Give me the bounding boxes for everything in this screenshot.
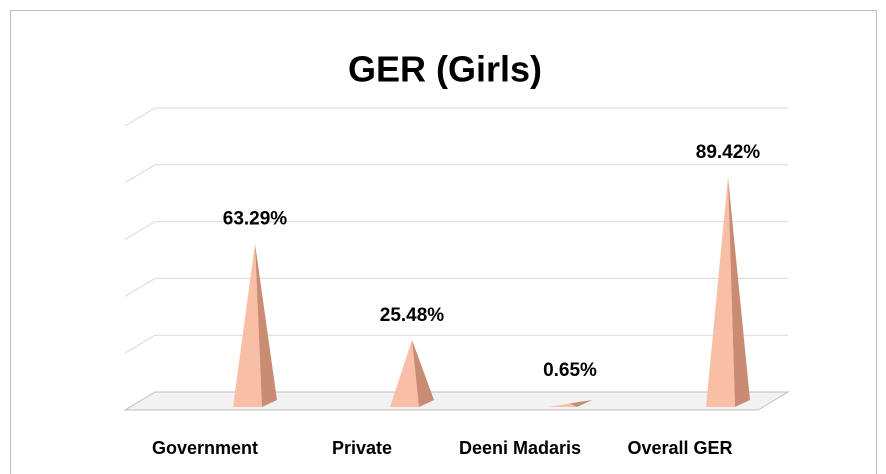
bar (390, 340, 434, 407)
grid-line (124, 334, 788, 354)
bar-left-face (706, 176, 735, 407)
bar-left-face (390, 340, 419, 407)
bar (233, 243, 277, 407)
bar (548, 400, 592, 407)
grid-line (124, 277, 788, 297)
bar (706, 176, 750, 407)
floor (123, 391, 790, 411)
bar-right-face (728, 176, 750, 407)
chart-title: GER (Girls) (348, 49, 542, 90)
x-tick-label: Private (332, 438, 392, 458)
data-label: 63.29% (223, 209, 288, 230)
x-tick-label: Overall GER (627, 438, 732, 458)
grid-line (124, 107, 788, 127)
x-tick-label: Government (152, 438, 258, 458)
bar-right-face (570, 400, 592, 407)
grid-line (124, 164, 788, 184)
bar-left-face (233, 243, 262, 407)
data-label: 89.42% (696, 142, 761, 163)
bar-right-face (255, 243, 277, 407)
bar-right-face (412, 340, 434, 407)
bar-left-face (548, 403, 577, 407)
x-tick-label: Deeni Madaris (459, 438, 581, 458)
grid-line (124, 221, 788, 241)
data-label: 0.65% (543, 360, 597, 381)
data-label: 25.48% (380, 305, 445, 326)
